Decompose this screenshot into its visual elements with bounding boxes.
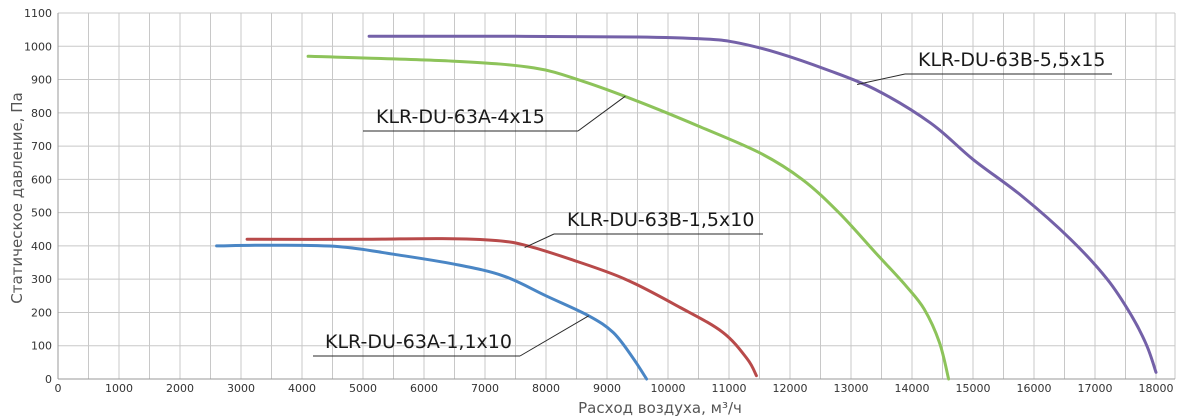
x-tick-label: 18000: [1139, 382, 1174, 395]
series-label-text: KLR-DU-63B-5,5x15: [918, 49, 1105, 71]
series-line-2: [245, 237, 758, 378]
x-tick-label: 17000: [1078, 382, 1113, 395]
series-group: [215, 34, 1158, 381]
y-tick-label: 600: [31, 173, 52, 186]
series-label-leader: [856, 73, 906, 86]
y-tick-label: 800: [31, 107, 52, 120]
x-tick-label: 10000: [651, 382, 686, 395]
y-tick-label: 400: [31, 240, 52, 253]
x-tick-label: 3000: [227, 382, 255, 395]
series-label-leader: [524, 233, 555, 249]
x-tick-label: 14000: [895, 382, 930, 395]
series-line-4: [367, 34, 1158, 374]
y-tick-label: 500: [31, 207, 52, 220]
x-tick-label: 15000: [956, 382, 991, 395]
y-tick-label: 700: [31, 140, 52, 153]
series-line-3: [306, 54, 951, 381]
x-tick-label: 13000: [834, 382, 869, 395]
series-label-leader: [519, 315, 589, 357]
y-tick-label: 300: [31, 273, 52, 286]
x-axis-title: Расход воздуха, м³/ч: [578, 399, 742, 417]
series-label-text: KLR-DU-63A-4x15: [376, 106, 545, 128]
y-axis-title: Статическое давление, Па: [8, 92, 26, 303]
x-tick-label: 6000: [410, 382, 438, 395]
y-tick-label: 0: [45, 373, 52, 386]
x-tick-label: 5000: [349, 382, 377, 395]
x-tick-label: 16000: [1017, 382, 1052, 395]
x-tick-label: 1000: [105, 382, 133, 395]
y-tick-label: 1000: [24, 40, 52, 53]
series-labels: KLR-DU-63B-5,5x15 KLR-DU-63A-4x15 KLR-DU-6…: [313, 49, 1112, 357]
y-tick-label: 100: [31, 340, 52, 353]
x-tick-label: 11000: [712, 382, 747, 395]
x-tick-label: 0: [55, 382, 62, 395]
x-tick-label: 2000: [166, 382, 194, 395]
y-tick-label: 200: [31, 306, 52, 319]
x-tick-label: 7000: [471, 382, 499, 395]
axes: 0 1000 2000 3000 4000 5000 6000 7000 8000 9000 100…: [24, 7, 1175, 395]
series-label-leader: [577, 95, 626, 132]
x-tick-label: 12000: [773, 382, 808, 395]
y-tick-label: 1100: [24, 7, 52, 20]
series-line-1: [215, 243, 649, 381]
series-label-text: KLR-DU-63B-1,5x10: [567, 209, 754, 231]
y-tick-label: 900: [31, 74, 52, 87]
x-tick-label: 4000: [288, 382, 316, 395]
x-tick-label: 8000: [532, 382, 560, 395]
series-label-text: KLR-DU-63A-1,1x10: [325, 331, 512, 353]
x-tick-label: 9000: [593, 382, 621, 395]
